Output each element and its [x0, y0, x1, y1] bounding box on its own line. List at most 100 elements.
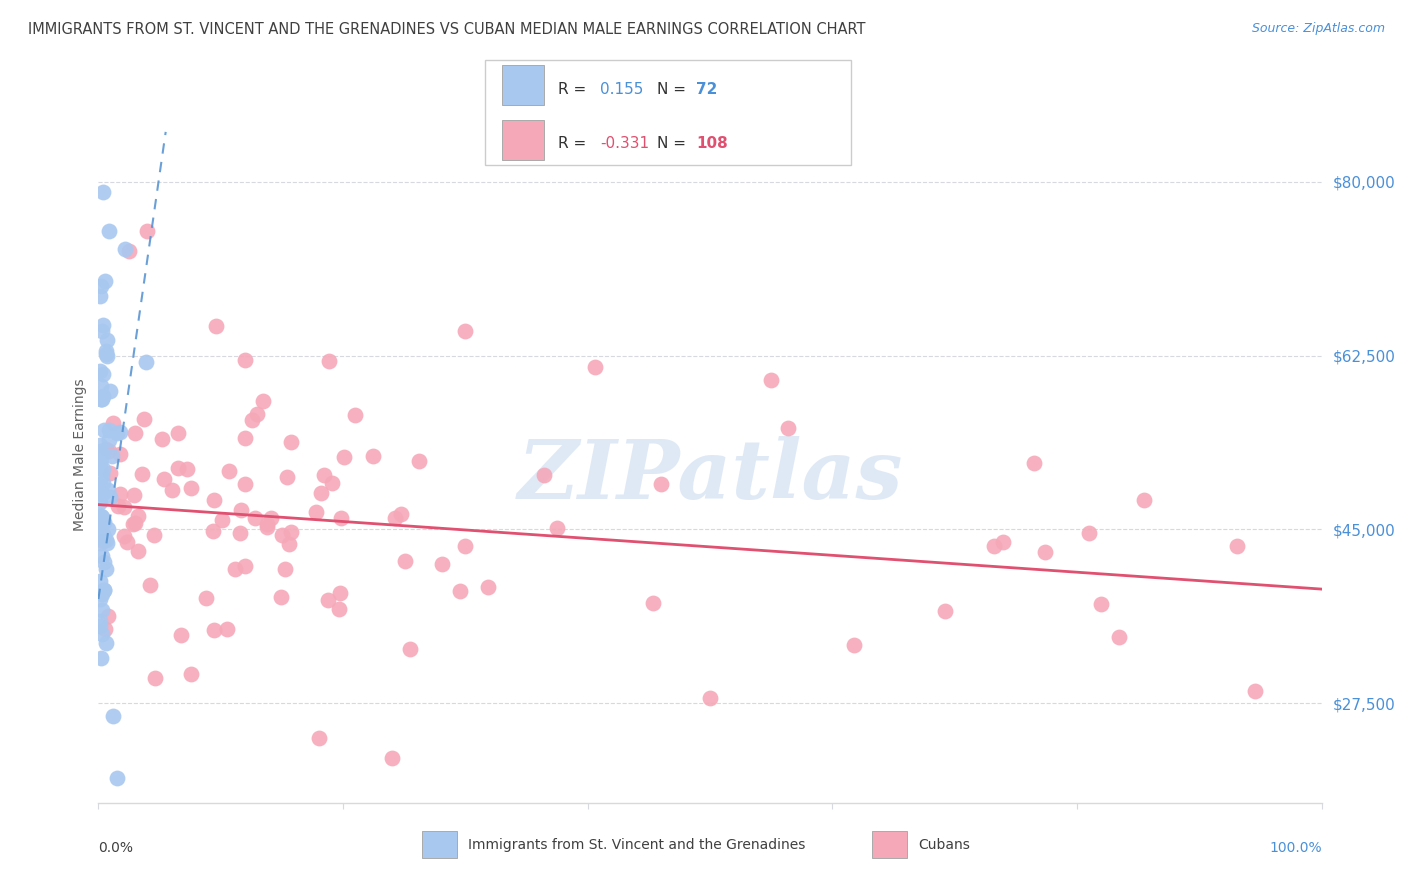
Point: [91, 475, 114, 490]
Point: [91, 467, 114, 482]
Point: [114, 242, 136, 256]
Point: [118, 244, 141, 259]
Point: [991, 535, 1014, 549]
Point: [240, 413, 263, 427]
Point: [90, 487, 112, 501]
Point: [233, 477, 256, 491]
Text: N =: N =: [657, 136, 690, 152]
Point: [98, 491, 121, 505]
Point: [449, 584, 471, 599]
Text: Immigrants from St. Vincent and the Grenadines: Immigrants from St. Vincent and the Gren…: [468, 838, 806, 852]
Text: Source: ZipAtlas.com: Source: ZipAtlas.com: [1251, 22, 1385, 36]
Point: [108, 425, 131, 439]
Point: [97, 423, 120, 437]
Point: [105, 426, 128, 441]
Point: [384, 511, 406, 525]
Point: [1022, 456, 1045, 470]
Point: [91, 324, 114, 338]
Point: [115, 535, 138, 549]
Point: [89, 615, 111, 629]
Point: [112, 500, 135, 514]
Point: [280, 525, 302, 540]
Point: [91, 549, 114, 564]
Point: [205, 318, 228, 333]
Point: [252, 393, 274, 408]
Point: [124, 516, 146, 530]
Point: [270, 591, 292, 605]
Point: [89, 516, 111, 530]
Point: [90, 627, 112, 641]
Point: [90, 448, 112, 462]
Point: [1077, 525, 1099, 540]
Point: [314, 468, 336, 483]
Point: [110, 447, 132, 461]
Point: [274, 562, 297, 576]
Point: [256, 520, 278, 534]
Point: [90, 278, 112, 293]
Point: [271, 528, 294, 542]
Point: [408, 454, 430, 468]
Point: [93, 423, 115, 437]
Point: [328, 602, 350, 616]
Point: [89, 592, 111, 607]
Point: [361, 449, 384, 463]
Point: [389, 507, 412, 521]
Point: [91, 526, 114, 541]
Point: [180, 481, 202, 495]
Y-axis label: Median Male Earnings: Median Male Earnings: [73, 378, 87, 532]
Point: [93, 582, 115, 597]
Point: [89, 477, 111, 491]
Point: [107, 500, 129, 514]
Point: [641, 596, 664, 610]
Point: [103, 416, 125, 430]
Point: [96, 533, 118, 548]
Point: [90, 392, 112, 406]
Point: [180, 666, 202, 681]
Point: [89, 481, 111, 495]
Point: [195, 591, 218, 605]
Point: [98, 224, 121, 238]
Point: [97, 608, 120, 623]
Point: [246, 407, 269, 421]
Point: [308, 731, 330, 746]
Point: [276, 470, 298, 484]
Point: [309, 486, 332, 500]
Point: [89, 536, 111, 550]
Point: [98, 433, 121, 447]
Point: [96, 442, 118, 456]
Point: [776, 421, 799, 435]
Point: [94, 562, 117, 576]
Point: [89, 574, 111, 588]
Point: [650, 476, 672, 491]
Point: [218, 464, 240, 478]
Point: [139, 578, 162, 592]
Point: [96, 349, 118, 363]
Point: [89, 455, 111, 469]
Point: [256, 517, 278, 532]
Point: [280, 434, 302, 449]
Point: [224, 561, 246, 575]
Point: [91, 318, 114, 333]
Point: [1244, 683, 1267, 698]
Point: [91, 368, 114, 382]
Point: [233, 353, 256, 368]
Point: [90, 532, 112, 546]
Text: 108: 108: [696, 136, 728, 152]
Text: 72: 72: [696, 82, 717, 96]
Point: [160, 483, 183, 498]
Point: [761, 373, 783, 387]
Point: [143, 671, 166, 685]
Point: [89, 619, 111, 633]
Point: [90, 392, 112, 406]
Point: [1090, 597, 1112, 611]
Point: [432, 557, 454, 571]
Point: [89, 445, 111, 459]
Point: [89, 288, 111, 302]
Point: [329, 586, 352, 600]
Point: [546, 521, 568, 535]
Point: [96, 333, 118, 347]
Point: [97, 483, 120, 498]
Point: [136, 224, 159, 238]
Point: [97, 444, 120, 458]
Point: [93, 389, 115, 403]
